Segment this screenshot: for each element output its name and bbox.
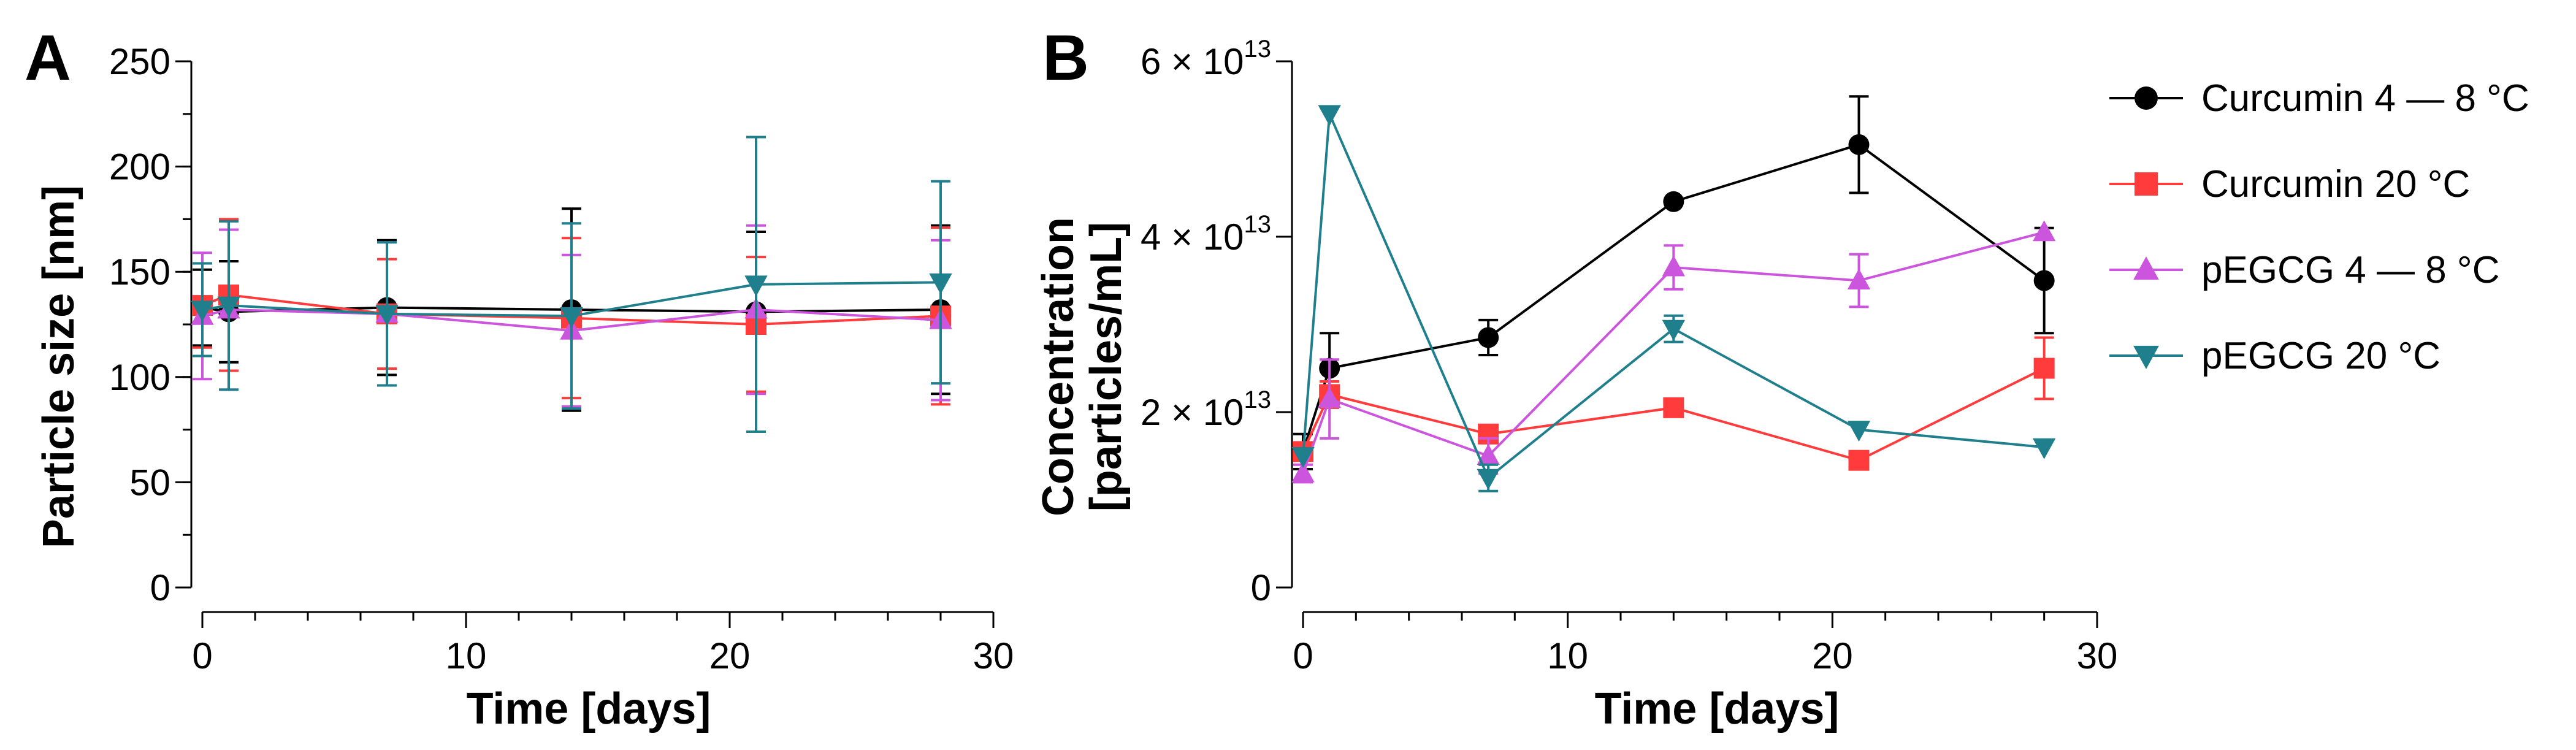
panel-b-data-point — [1663, 397, 1684, 418]
panel-a-x-axis-title: Time [days] — [467, 684, 711, 733]
panel-b-x-axis-title: Time [days] — [1595, 684, 1840, 733]
panel-b-data-point — [1477, 443, 1500, 465]
panel-b-data-point — [2033, 358, 2055, 379]
panel-b-data-point — [1477, 469, 1500, 490]
panel-b-y-tick-exponent: 13 — [1244, 36, 1272, 63]
panel-b-data-point — [1662, 320, 1686, 341]
panel-b-x-tick-label: 20 — [1812, 635, 1853, 676]
legend-label: Curcumin 20 °C — [2201, 163, 2470, 205]
panel-b-data-point — [2032, 438, 2056, 459]
panel-b-data-point — [1478, 327, 1499, 348]
panel-a-data-point — [560, 307, 583, 328]
legend-marker — [2135, 172, 2158, 196]
legend: Curcumin 4 — 8 °C Curcumin 20 °C pEGCG 4 —… — [2109, 77, 2529, 377]
panel-b-data-point — [2032, 220, 2056, 242]
panel-a-letter: A — [25, 22, 71, 94]
legend-label: pEGCG 20 °C — [2201, 335, 2440, 377]
panel-b-data-point — [1318, 387, 1341, 408]
panel-b-data-point — [1663, 191, 1684, 212]
panel-a-y-tick-label: 200 — [109, 147, 170, 188]
legend-entry: Curcumin 4 — 8 °C — [2109, 77, 2529, 120]
panel-b-letter: B — [1042, 22, 1089, 94]
panel-b-y-tick-label: 0 — [1251, 567, 1271, 608]
panel-b-data-point — [1847, 421, 1871, 442]
panel-a-y-tick-label: 250 — [109, 41, 170, 82]
panel-b-data-point — [1318, 105, 1341, 126]
panel-a-y-tick-label: 50 — [129, 462, 170, 503]
panel-a-y-axis-title: Particle size [nm] — [34, 185, 83, 548]
panel-a-data-point — [744, 275, 768, 297]
panel-a-y-tick-label: 150 — [109, 251, 170, 293]
panel-b-y-tick-label: 6 × 1013 — [1141, 36, 1271, 82]
panel-b-data-point — [1848, 134, 1870, 155]
panel-a: A Particle size [nm] Time [days] 0 10 20 30… — [25, 22, 1014, 733]
panel-b-y-axis-title-line1: Concentration — [1034, 217, 1083, 516]
panel-b-series-2 — [1293, 336, 2055, 471]
legend-marker — [2133, 256, 2159, 280]
panel-b-data-point — [1847, 268, 1871, 289]
legend-entry: pEGCG 20 °C — [2109, 335, 2440, 377]
panel-b-data-point — [2033, 270, 2055, 291]
panel-b-series-line — [1302, 231, 2045, 474]
panel-a-series-4 — [191, 136, 952, 434]
legend-marker — [2133, 345, 2159, 369]
panel-b-data-point — [1848, 450, 1870, 471]
panel-a-data-point — [191, 300, 214, 322]
panel-a-x-tick-label: 10 — [446, 635, 487, 676]
panel-a-x-tick-label: 0 — [192, 635, 212, 676]
panel-b: B Concentration [particles/mL] Time [day… — [1034, 22, 2117, 733]
legend-marker — [2135, 86, 2158, 110]
legend-label: pEGCG 4 — 8 °C — [2201, 249, 2500, 291]
panel-b-series-4 — [1291, 105, 2056, 492]
panel-b-data-point — [1291, 447, 1315, 469]
panel-b-series-line — [1302, 113, 2044, 480]
panel-b-x-tick-label: 10 — [1547, 635, 1588, 676]
legend-label: Curcumin 4 — 8 °C — [2201, 77, 2529, 120]
panel-b-y-tick-label: 2 × 1013 — [1141, 386, 1271, 433]
panel-b-y-tick-exponent: 13 — [1244, 211, 1272, 238]
panel-a-y-tick-label: 100 — [109, 357, 170, 398]
panel-a-x-tick-label: 30 — [973, 635, 1014, 676]
legend-entry: pEGCG 4 — 8 °C — [2109, 249, 2500, 291]
panel-b-y-tick-exponent: 13 — [1244, 386, 1272, 413]
panel-b-y-tick-label: 4 × 1013 — [1141, 211, 1271, 258]
panel-a-x-tick-label: 20 — [709, 635, 751, 676]
panel-b-data-point — [1662, 255, 1686, 277]
panel-b-y-axis-title-line2: [particles/mL] — [1082, 222, 1131, 511]
panel-a-data-point — [375, 305, 399, 326]
panel-b-x-tick-label: 0 — [1293, 635, 1313, 676]
panel-b-x-tick-label: 30 — [2077, 635, 2118, 676]
panel-a-data-point — [929, 273, 952, 294]
panel-a-y-tick-label: 0 — [150, 567, 170, 608]
panel-a-data-point — [217, 296, 240, 318]
panel-b-series-3 — [1291, 220, 2056, 484]
panel-b-data-point — [1291, 461, 1315, 483]
legend-entry: Curcumin 20 °C — [2109, 163, 2470, 205]
